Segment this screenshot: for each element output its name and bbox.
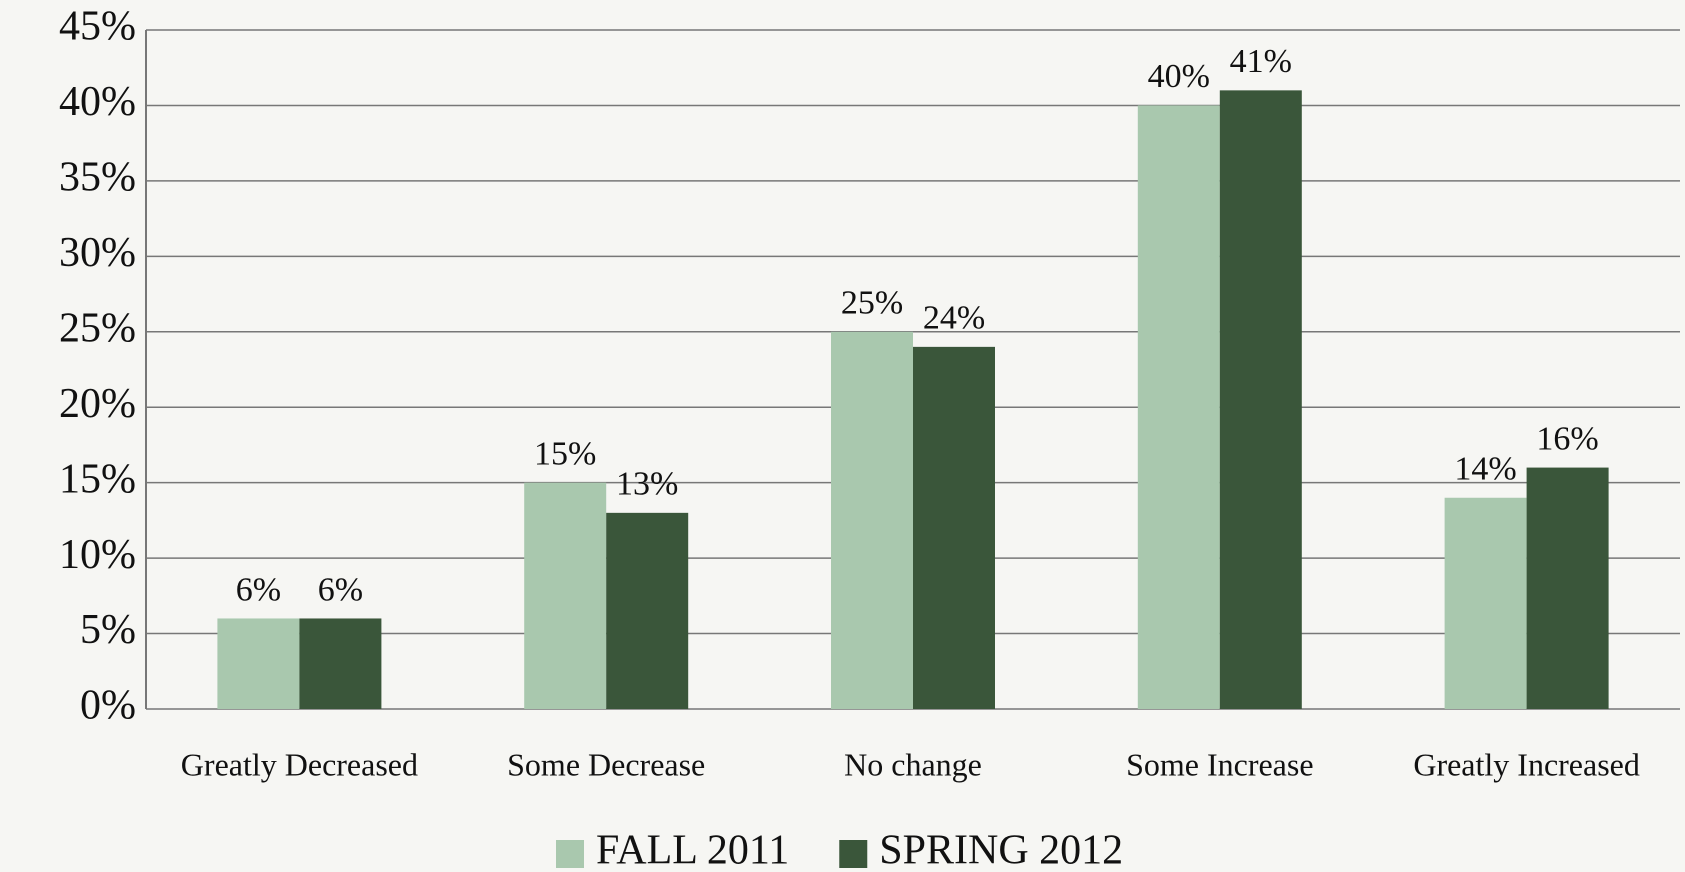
data-label: 25% bbox=[841, 285, 903, 322]
bar bbox=[217, 618, 300, 709]
y-tick-label: 20% bbox=[59, 381, 136, 427]
x-tick-label: No change bbox=[844, 746, 982, 782]
data-label: 14% bbox=[1454, 451, 1516, 488]
x-tick-label: Greatly Increased bbox=[1413, 746, 1640, 782]
data-label: 16% bbox=[1536, 420, 1598, 457]
y-tick-label: 25% bbox=[59, 305, 136, 351]
y-tick-label: 0% bbox=[80, 683, 136, 729]
bar bbox=[1219, 90, 1302, 710]
bar bbox=[1137, 105, 1220, 709]
legend-label: SPRING 2012 bbox=[879, 828, 1123, 872]
y-tick-label: 45% bbox=[59, 4, 136, 50]
x-tick-label: Some Increase bbox=[1126, 746, 1313, 782]
bar bbox=[524, 482, 607, 709]
y-tick-label: 15% bbox=[59, 456, 136, 502]
y-tick-label: 10% bbox=[59, 532, 136, 578]
data-label: 13% bbox=[616, 466, 678, 503]
legend-swatch bbox=[556, 840, 584, 868]
data-label: 41% bbox=[1230, 43, 1292, 80]
bar bbox=[831, 331, 913, 709]
bar bbox=[913, 346, 995, 709]
y-tick-label: 35% bbox=[59, 155, 136, 201]
y-tick-label: 5% bbox=[80, 607, 136, 653]
bar bbox=[606, 512, 689, 709]
bar bbox=[299, 618, 382, 709]
x-tick-label: Greatly Decreased bbox=[181, 746, 418, 782]
data-label: 24% bbox=[923, 300, 985, 337]
bar bbox=[1526, 467, 1609, 709]
legend-label: FALL 2011 bbox=[596, 828, 789, 872]
data-label: 6% bbox=[236, 571, 281, 608]
data-label: 40% bbox=[1148, 58, 1210, 95]
data-label: 15% bbox=[534, 435, 596, 472]
y-tick-label: 40% bbox=[59, 79, 136, 125]
legend-swatch bbox=[839, 840, 868, 868]
y-tick-label: 30% bbox=[59, 230, 136, 276]
data-label: 6% bbox=[318, 571, 363, 608]
x-tick-label: Some Decrease bbox=[507, 746, 705, 782]
bar bbox=[1444, 497, 1527, 709]
